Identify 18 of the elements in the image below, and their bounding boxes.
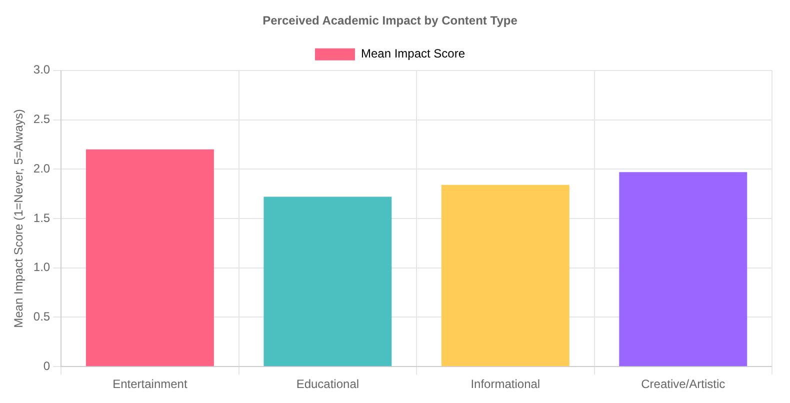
bar — [619, 172, 748, 366]
bar — [264, 196, 392, 366]
bar — [86, 149, 214, 366]
x-tick-label: Entertainment — [112, 377, 188, 392]
y-tick-label: 1.0 — [33, 260, 50, 274]
x-tick-label: Creative/Artistic — [641, 377, 726, 392]
x-tick-label: Educational — [296, 377, 360, 392]
y-tick-label: 2.5 — [33, 112, 50, 126]
y-tick-label: 0 — [43, 358, 50, 373]
chart-title: Perceived Academic Impact by Content Type — [262, 14, 518, 28]
legend-label: Mean Impact Score — [360, 46, 466, 61]
y-tick-label: 2.0 — [33, 161, 50, 176]
x-tick-label: Informational — [470, 377, 540, 392]
y-tick-label: 1.5 — [33, 210, 50, 225]
y-tick-label: 3.0 — [33, 62, 50, 77]
bar — [441, 184, 570, 366]
y-axis-title: Mean Impact Score (1=Never, 5=Always) — [12, 109, 26, 328]
y-tick-label: 0.5 — [33, 310, 50, 324]
